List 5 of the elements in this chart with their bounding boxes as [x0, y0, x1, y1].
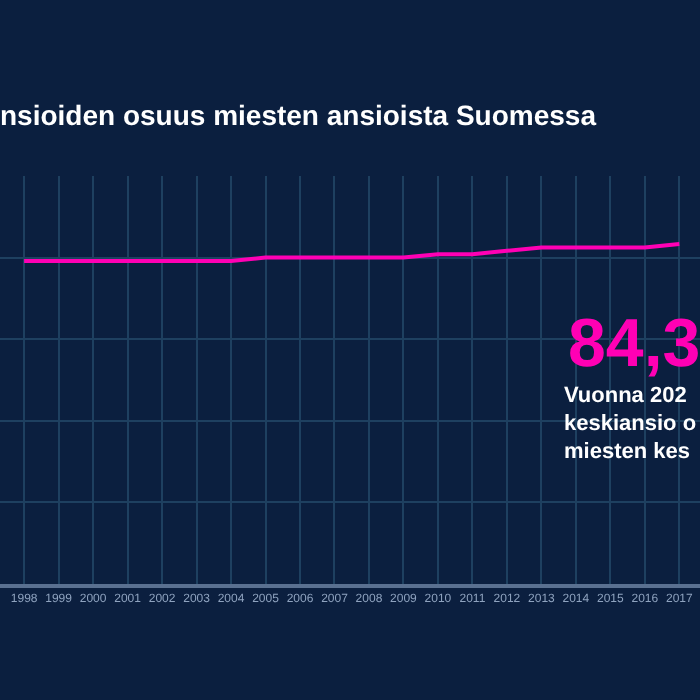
annotation: Vuonna 202: [564, 384, 687, 408]
annotation: keskiansio o: [564, 412, 697, 436]
chart-title: nsioiden osuus miesten ansioista Suomessa: [0, 99, 597, 132]
annotation: miesten kes: [564, 440, 690, 464]
annotation: 84,3: [568, 306, 700, 382]
